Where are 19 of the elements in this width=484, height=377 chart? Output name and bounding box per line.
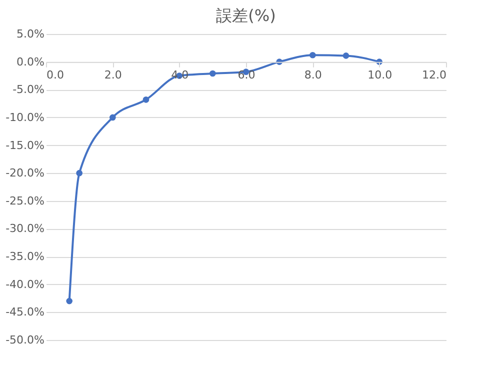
- chart-title: 誤差(%): [216, 6, 276, 25]
- y-tick-label: -50.0%: [6, 334, 44, 346]
- x-tick-label: 8.0: [304, 68, 322, 82]
- y-tick-label: 5.0%: [16, 28, 44, 40]
- y-tick-label: -45.0%: [6, 306, 44, 319]
- y-tick-label: -30.0%: [6, 222, 44, 236]
- y-tick-label: -20.0%: [6, 166, 44, 180]
- x-tick-label: 0.0: [46, 68, 64, 82]
- y-tick-label: -10.0%: [6, 110, 44, 124]
- y-tick-label: -25.0%: [6, 194, 44, 208]
- x-tick-label: 12.0: [422, 68, 446, 82]
- x-tick-label: 10.0: [368, 68, 392, 82]
- y-tick-label: -35.0%: [6, 250, 44, 264]
- x-tick-label: 2.0: [104, 68, 122, 82]
- y-tick-label: -5.0%: [12, 83, 44, 96]
- y-tick-label: -15.0%: [6, 138, 44, 152]
- x-tick-label: 4.0: [171, 68, 189, 82]
- y-tick-label: 0.0%: [16, 55, 44, 68]
- y-tick-label: -40.0%: [6, 278, 44, 291]
